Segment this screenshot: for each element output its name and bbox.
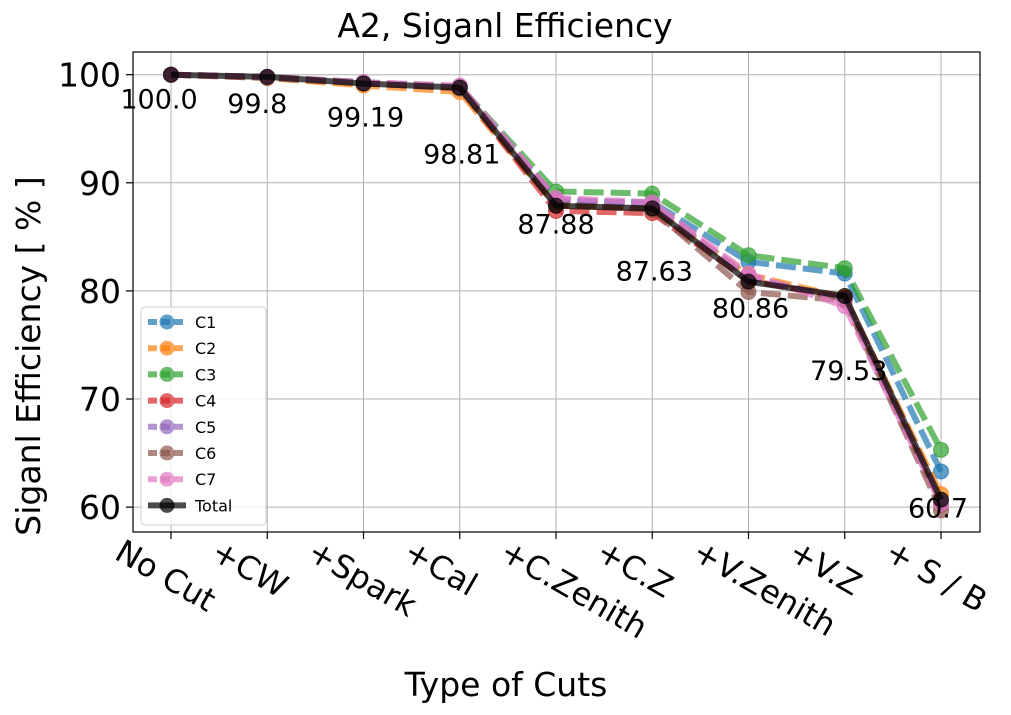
- data-label: 98.81: [423, 140, 500, 171]
- y-tick-label: 70: [79, 380, 121, 419]
- legend-label: C7: [195, 470, 216, 489]
- efficiency-chart: A2, Siganl Efficiency 100.0 99.8 99.19 98.8…: [0, 0, 1011, 711]
- legend-swatch-marker: [160, 446, 175, 461]
- y-axis-label: Siganl Efficiency [ % ]: [9, 176, 48, 535]
- data-point-total: [260, 69, 275, 84]
- y-tick-label: 90: [79, 164, 121, 203]
- legend-swatch-marker: [160, 419, 175, 434]
- data-point-total: [452, 80, 467, 95]
- legend-label: C1: [195, 313, 216, 332]
- data-point-c3: [741, 248, 756, 263]
- data-point-total: [164, 67, 179, 82]
- legend-swatch-marker: [160, 472, 175, 487]
- y-tick-label: 60: [79, 488, 121, 527]
- legend-swatch-marker: [160, 341, 175, 356]
- data-point-total: [837, 289, 852, 304]
- legend: C1 C2 C3 C4 C5 C6 C7 Total: [141, 307, 266, 525]
- legend-label: C5: [195, 418, 216, 437]
- legend-label: C2: [195, 339, 216, 358]
- y-tick-label: 100: [58, 56, 121, 95]
- data-label: 99.19: [327, 102, 404, 133]
- data-point-total: [356, 76, 371, 91]
- legend-swatch-marker: [160, 367, 175, 382]
- legend-swatch-marker: [160, 498, 175, 513]
- legend-label: C3: [195, 365, 216, 384]
- data-point-c3: [837, 261, 852, 276]
- data-label: 80.86: [712, 294, 789, 325]
- data-point-total: [741, 274, 756, 289]
- x-axis-label: Type of Cuts: [404, 665, 608, 704]
- data-label: 99.8: [227, 89, 287, 120]
- data-label: 60.7: [908, 494, 968, 525]
- legend-swatch-marker: [160, 393, 175, 408]
- data-label: 87.88: [517, 210, 594, 241]
- legend-swatch-marker: [160, 315, 175, 330]
- data-point-total: [645, 201, 660, 216]
- legend-label: C6: [195, 444, 216, 463]
- legend-label: C4: [195, 392, 216, 411]
- data-label: 87.63: [616, 256, 693, 287]
- y-tick-label: 80: [79, 272, 121, 311]
- data-point-c3: [934, 442, 949, 457]
- chart-title: A2, Siganl Efficiency: [337, 6, 672, 45]
- legend-label: Total: [194, 496, 232, 515]
- data-label: 100.0: [120, 85, 197, 116]
- data-label: 79.53: [810, 356, 887, 387]
